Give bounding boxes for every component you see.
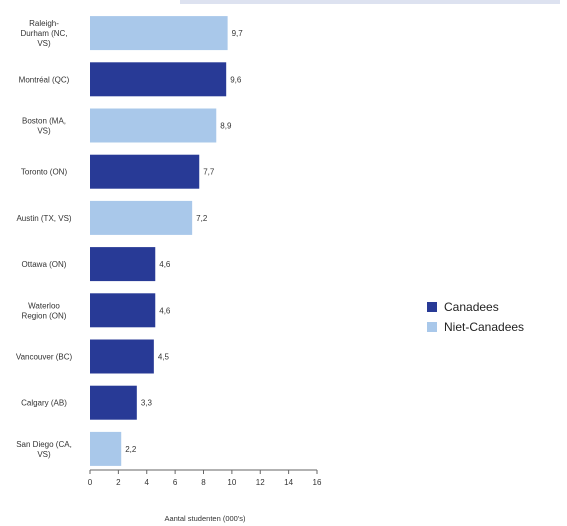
x-axis-ticks: 0 2 4 6 8 10 12 14 16	[88, 470, 322, 487]
bar-4	[90, 200, 193, 235]
category-label-2: Boston (MA, VS)	[22, 117, 66, 136]
value-label-3: 7,7	[203, 168, 215, 177]
value-label-9: 2,2	[125, 445, 137, 454]
top-strip	[180, 0, 560, 4]
x-tick-label-0: 0	[88, 478, 93, 487]
bar-7	[90, 339, 154, 374]
value-label-1: 9,6	[230, 75, 242, 84]
x-tick-label-6: 12	[256, 478, 265, 487]
x-tick-label-3: 6	[173, 478, 178, 487]
x-tick-label-2: 4	[145, 478, 150, 487]
category-label-0: Raleigh-Durham (NC, VS)	[20, 19, 67, 48]
x-tick-label-7: 14	[284, 478, 293, 487]
bar-9	[90, 431, 122, 466]
category-label-3: Toronto (ON)	[21, 168, 68, 177]
value-label-0: 9,7	[232, 29, 244, 38]
category-labels: Raleigh-Durham (NC, VS) Montréal (QC) Bosto…	[16, 19, 73, 459]
category-label-1: Montréal (QC)	[19, 75, 70, 84]
legend-swatch-1	[427, 322, 437, 332]
value-label-5: 4,6	[159, 260, 171, 269]
value-label-2: 8,9	[220, 122, 232, 131]
bar-1	[90, 62, 227, 97]
bar-3	[90, 154, 200, 189]
bar-6	[90, 293, 156, 328]
value-label-7: 4,5	[158, 353, 170, 362]
x-tick-label-5: 10	[227, 478, 236, 487]
bars-group	[90, 16, 228, 466]
category-label-7: Vancouver (BC)	[16, 353, 73, 362]
x-tick-label-1: 2	[116, 478, 121, 487]
category-label-8: Calgary (AB)	[21, 399, 67, 408]
category-label-6: Waterloo Region (ON)	[22, 301, 67, 320]
x-axis-title: Aantal studenten (000's)	[164, 514, 246, 523]
bar-5	[90, 247, 156, 282]
category-label-5: Ottawa (ON)	[22, 260, 67, 269]
value-label-8: 3,3	[141, 399, 153, 408]
x-tick-label-8: 16	[313, 478, 322, 487]
value-labels: 9,7 9,6 8,9 7,7 7,2 4,6 4,6 4,5 3,3 2,2	[125, 29, 243, 454]
category-label-9: San Diego (CA, VS)	[16, 440, 72, 459]
value-label-6: 4,6	[159, 306, 171, 315]
x-tick-label-4: 8	[201, 478, 206, 487]
legend-label-0: Canadees	[444, 300, 499, 314]
value-label-4: 7,2	[196, 214, 208, 223]
legend-swatch-0	[427, 302, 437, 312]
category-label-4: Austin (TX, VS)	[16, 214, 71, 223]
bar-2	[90, 108, 217, 143]
legend: Canadees Niet-Canadees	[427, 300, 524, 334]
legend-label-1: Niet-Canadees	[444, 320, 524, 334]
bar-0	[90, 16, 228, 51]
bar-8	[90, 385, 137, 420]
